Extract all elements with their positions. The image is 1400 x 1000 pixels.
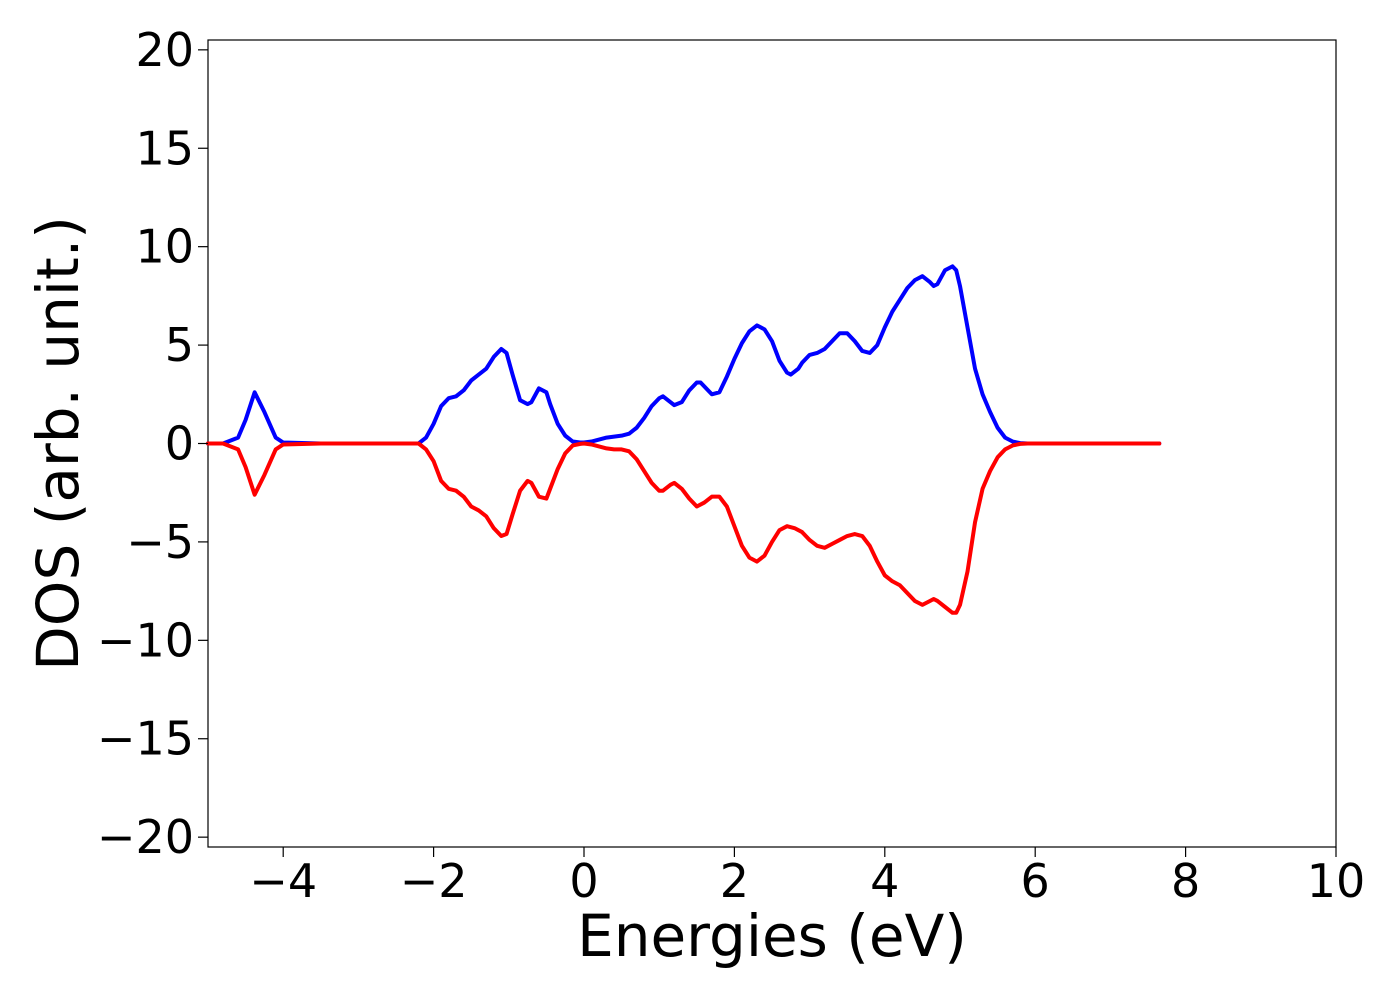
- y-tick-label: 20: [135, 23, 194, 77]
- x-tick-label: 6: [1021, 854, 1050, 908]
- series-line-1: [206, 441, 1162, 615]
- y-tick-label: 0: [165, 417, 194, 471]
- y-axis-ticks: −20 −15 −10 −5 0 5 10 15 20: [97, 23, 208, 864]
- x-tick-label: 10: [1307, 854, 1366, 908]
- y-tick-label: −5: [126, 515, 194, 569]
- series-group: [206, 264, 1162, 615]
- x-axis-ticks: −4 −2 0 2 4 6 8 10: [249, 847, 1365, 908]
- y-tick-label: 15: [135, 121, 194, 175]
- y-tick-label: −20: [97, 810, 194, 864]
- x-tick-label: −4: [249, 854, 317, 908]
- x-tick-label: 4: [870, 854, 899, 908]
- x-tick-label: 8: [1171, 854, 1200, 908]
- y-tick-label: −15: [97, 712, 194, 766]
- series-line-0: [206, 264, 1162, 446]
- x-axis-label: Energies (eV): [577, 902, 967, 970]
- y-tick-label: 10: [135, 220, 194, 274]
- y-axis-label: DOS (arb. unit.): [24, 216, 92, 671]
- x-tick-label: 2: [720, 854, 749, 908]
- x-tick-label: 0: [569, 854, 598, 908]
- x-tick-label: −2: [400, 854, 468, 908]
- y-tick-label: −10: [97, 613, 194, 667]
- y-tick-label: 5: [165, 318, 194, 372]
